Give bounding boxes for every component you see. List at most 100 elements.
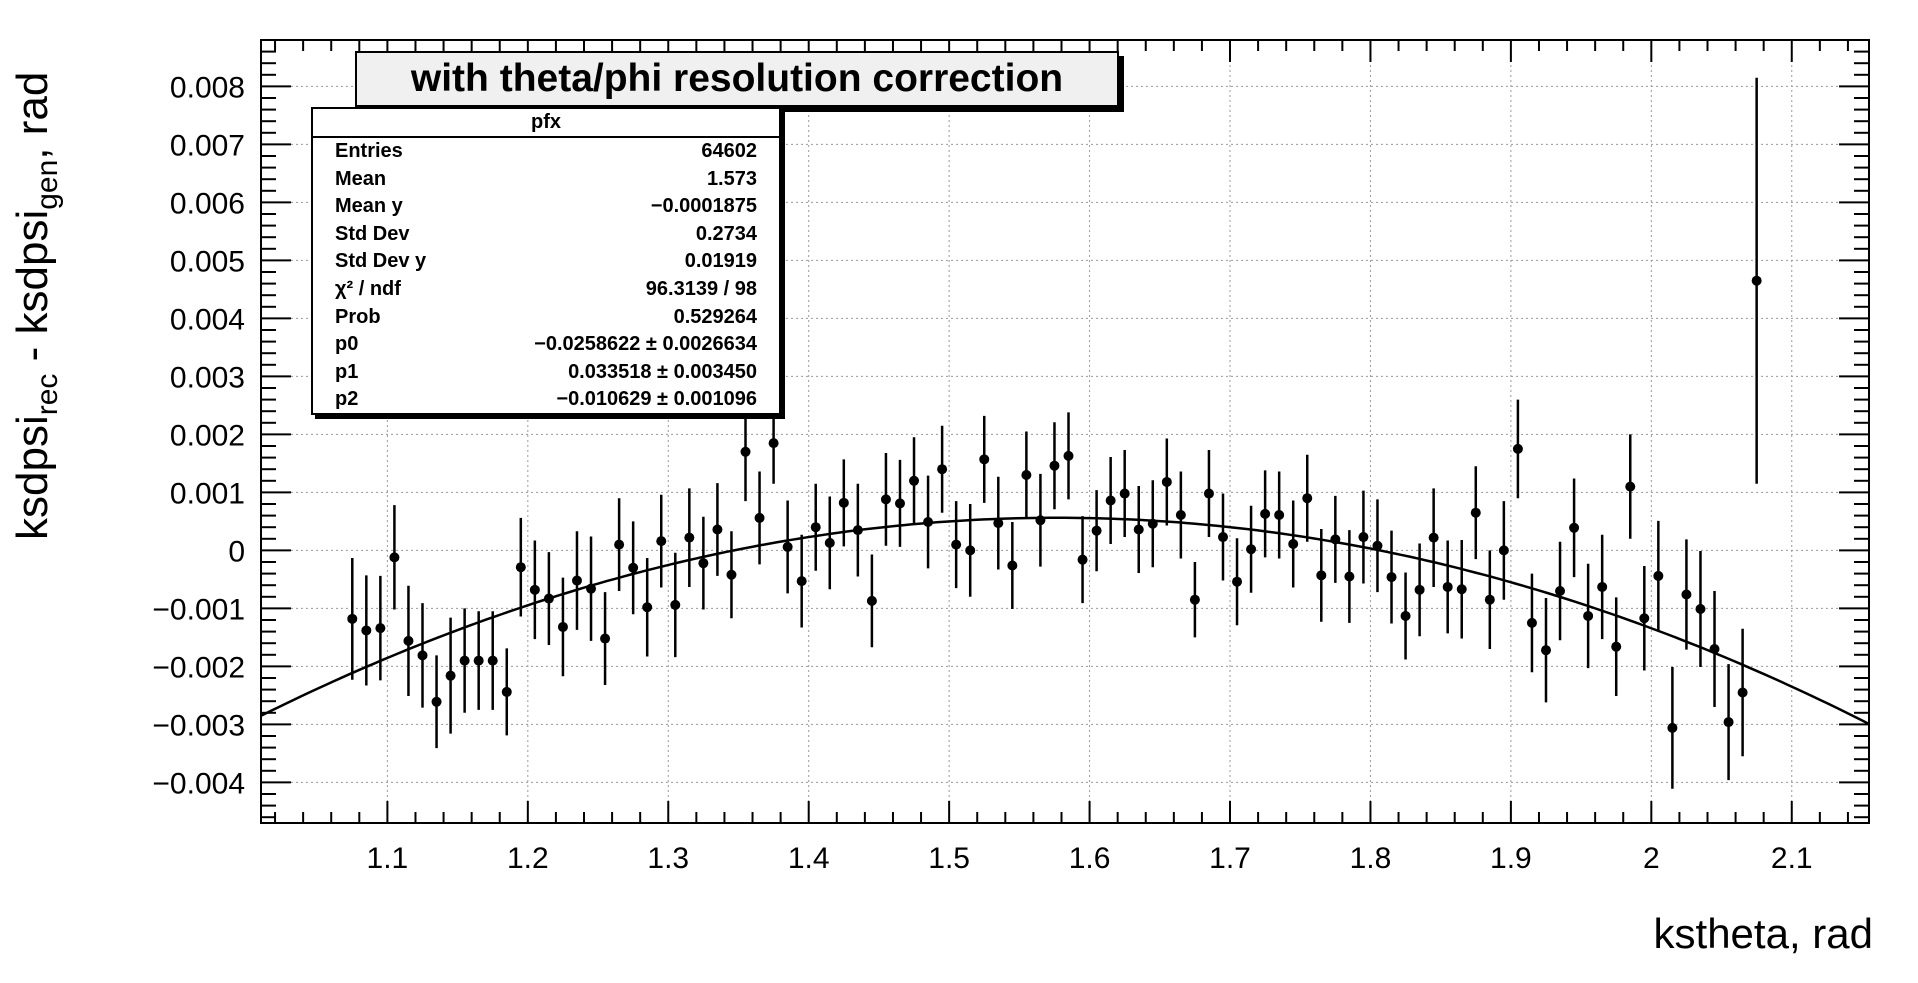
data-point: [1091, 525, 1102, 536]
stats-value: 96.3139 / 98: [645, 277, 757, 300]
stats-value: −0.010629 ± 0.001096: [556, 388, 757, 411]
data-point: [1498, 545, 1509, 556]
data-point: [1414, 584, 1425, 595]
stats-row: p0 −0.0258622 ± 0.0026634: [313, 331, 779, 359]
stats-label: p0: [335, 333, 359, 356]
data-point: [642, 602, 653, 613]
data-point: [866, 595, 877, 606]
data-point: [1077, 554, 1088, 565]
data-point: [1217, 532, 1228, 543]
data-point: [1203, 488, 1214, 499]
data-point: [1695, 603, 1706, 614]
data-point: [838, 497, 849, 508]
data-point: [417, 650, 428, 661]
y-tick-label: 0.006: [170, 187, 245, 220]
data-point: [1274, 510, 1285, 521]
data-point: [1007, 560, 1018, 571]
y-axis-label: ksdpsirec - ksdpsigen, rad: [8, 71, 64, 540]
stats-value: 0.01919: [684, 250, 757, 273]
x-tick-label: 1.9: [1490, 842, 1532, 875]
data-point: [1189, 594, 1200, 605]
data-point: [965, 545, 976, 556]
stats-label: χ² / ndf: [335, 277, 401, 300]
data-point: [1260, 508, 1271, 519]
stats-label: Std Dev y: [335, 250, 427, 273]
data-point: [1540, 645, 1551, 656]
data-point: [1386, 572, 1397, 583]
data-point: [557, 621, 568, 632]
data-point: [361, 625, 372, 636]
x-tick-label: 1.5: [928, 842, 970, 875]
data-point: [1611, 641, 1622, 652]
y-tick-label: 0.002: [170, 419, 245, 452]
data-point: [923, 516, 934, 527]
x-tick-label: 2: [1643, 842, 1660, 875]
data-point: [529, 584, 540, 595]
stats-label: Mean y: [335, 195, 403, 218]
stats-value: 0.033518 ± 0.003450: [568, 360, 757, 383]
data-point: [1484, 594, 1495, 605]
data-point: [347, 613, 358, 624]
data-point: [880, 494, 891, 505]
stats-row: Prob 0.529264: [313, 304, 779, 332]
data-point: [852, 525, 863, 536]
data-point: [1526, 617, 1537, 628]
y-tick-label: −0.004: [152, 767, 245, 800]
data-point: [543, 593, 554, 604]
stats-value: 1.573: [706, 167, 757, 190]
data-point: [768, 438, 779, 449]
plot-frame: [260, 39, 1870, 824]
stats-row: p2 −0.010629 ± 0.001096: [313, 386, 779, 414]
x-tick-label: 1.1: [367, 842, 409, 875]
data-point: [1302, 493, 1313, 504]
x-tick-label: 1.7: [1209, 842, 1251, 875]
data-point: [894, 498, 905, 509]
y-tick-label: 0.005: [170, 245, 245, 278]
data-point: [600, 633, 611, 644]
data-point: [1119, 488, 1130, 499]
data-point: [1709, 644, 1720, 654]
y-tick-label: 0.007: [170, 129, 245, 162]
data-point: [1133, 524, 1144, 535]
chart-title: with theta/phi resolution correction: [355, 51, 1119, 107]
data-point: [1232, 576, 1243, 587]
y-tick-label: 0.004: [170, 303, 245, 336]
data-point: [1751, 275, 1762, 286]
data-point: [1147, 518, 1158, 529]
data-point: [1035, 515, 1046, 526]
data-point: [1569, 522, 1580, 533]
data-point: [937, 464, 948, 475]
stats-label: Entries: [335, 140, 403, 162]
data-point: [1049, 460, 1060, 471]
x-tick-label: 1.6: [1069, 842, 1111, 875]
data-point: [1316, 570, 1327, 581]
data-point: [487, 655, 498, 666]
data-point: [740, 446, 751, 457]
data-point: [1723, 717, 1734, 728]
stats-row: Mean y −0.0001875: [313, 193, 779, 221]
data-point: [670, 599, 681, 610]
data-point: [1021, 470, 1032, 480]
data-point: [1330, 534, 1341, 545]
data-point: [628, 562, 639, 573]
data-point: [1512, 443, 1523, 454]
data-point: [459, 655, 470, 666]
data-point: [712, 524, 723, 535]
data-point: [993, 518, 1004, 529]
y-tick-label: 0.001: [170, 477, 245, 510]
stats-label: Std Dev: [335, 222, 410, 245]
stats-header: pfx: [313, 109, 779, 138]
data-point: [1625, 481, 1636, 492]
data-point: [1639, 613, 1650, 624]
data-point: [796, 576, 807, 587]
data-point: [1583, 610, 1594, 621]
data-point: [979, 454, 990, 465]
x-tick-label: 1.3: [647, 842, 689, 875]
stats-row: Mean 1.573: [313, 166, 779, 194]
data-point: [1372, 540, 1383, 551]
stats-label: Mean: [335, 167, 387, 190]
data-point: [684, 532, 695, 543]
data-point: [1597, 581, 1608, 592]
data-point: [403, 635, 414, 646]
